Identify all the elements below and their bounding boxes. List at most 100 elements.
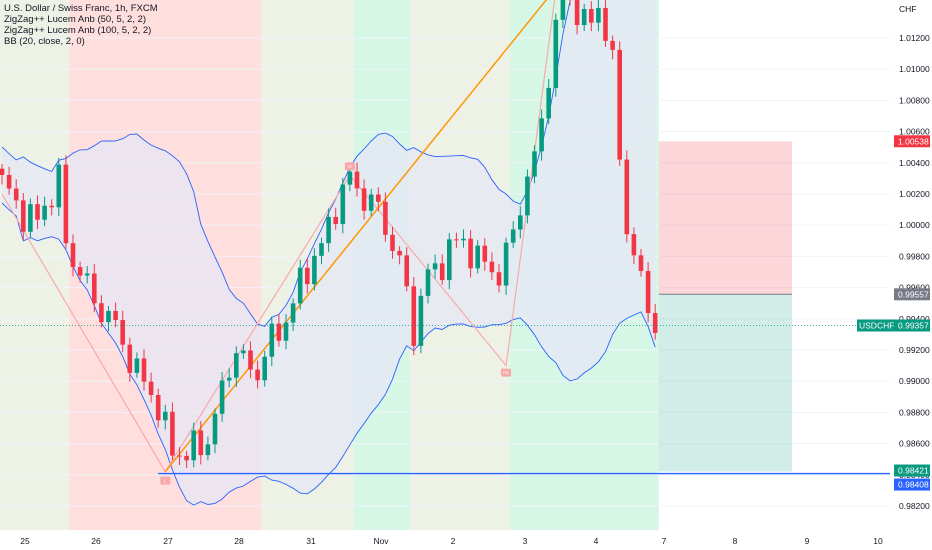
time-tick-label: 9 bbox=[805, 536, 810, 546]
price-tick-label: 0.98800 bbox=[899, 407, 930, 417]
candle-body bbox=[28, 204, 33, 232]
candle bbox=[141, 349, 147, 391]
legend-indicator-zigzag-50: ZigZag++ Lucem Anb (50, 5, 2, 2) bbox=[4, 14, 147, 25]
candle bbox=[340, 177, 346, 234]
candle-body bbox=[518, 215, 523, 230]
legend-indicator-zigzag-100: ZigZag++ Lucem Anb (100, 5, 2, 2) bbox=[4, 25, 152, 36]
candle-body bbox=[6, 174, 12, 189]
zigzag-marker-box bbox=[501, 368, 512, 377]
candle bbox=[326, 208, 331, 252]
candle bbox=[354, 162, 360, 197]
candle bbox=[496, 264, 502, 293]
candle bbox=[269, 316, 275, 367]
candle bbox=[390, 226, 395, 259]
candle-body bbox=[99, 303, 104, 323]
candle-body bbox=[496, 272, 502, 286]
price-tick-label: 1.00000 bbox=[899, 220, 930, 230]
candle bbox=[482, 238, 488, 271]
candle-body bbox=[84, 273, 90, 276]
candle-body bbox=[319, 243, 324, 256]
price-tick-label: 1.00600 bbox=[899, 127, 930, 137]
candle-body bbox=[219, 380, 225, 414]
candle-body bbox=[63, 164, 69, 244]
candle bbox=[383, 192, 388, 242]
candle bbox=[77, 261, 83, 283]
price-badge: 0.99557 bbox=[894, 288, 930, 301]
candle bbox=[99, 295, 104, 328]
candle-body bbox=[610, 40, 615, 50]
candle bbox=[13, 179, 19, 209]
candle bbox=[454, 232, 459, 248]
legend: U.S. Dollar / Swiss Franc, 1h, FXCM ZigZ… bbox=[4, 3, 158, 47]
candle bbox=[539, 109, 544, 161]
candle-body bbox=[560, 0, 566, 20]
legend-title: U.S. Dollar / Swiss Franc, 1h, FXCM bbox=[4, 3, 158, 14]
candle bbox=[589, 1, 594, 32]
price-badge-bg bbox=[894, 135, 930, 148]
candle-body bbox=[475, 245, 480, 269]
candle-body bbox=[191, 430, 196, 461]
candle-body bbox=[120, 320, 125, 345]
candle-body bbox=[354, 171, 360, 189]
candle-body bbox=[113, 310, 118, 321]
candle-body bbox=[510, 229, 516, 243]
candle-body bbox=[383, 201, 388, 235]
candle bbox=[361, 179, 367, 220]
candle-body bbox=[127, 344, 133, 373]
candle-body bbox=[198, 430, 204, 456]
candle-body bbox=[581, 8, 587, 26]
price-tick-label: 0.99400 bbox=[899, 314, 930, 324]
candle bbox=[134, 352, 140, 378]
price-badge-bg bbox=[894, 478, 930, 491]
candle-body bbox=[170, 411, 175, 456]
candle-body bbox=[205, 444, 211, 456]
price-axis-bg bbox=[890, 0, 932, 550]
candle bbox=[297, 259, 303, 310]
candle bbox=[312, 248, 317, 291]
candle bbox=[432, 254, 438, 279]
candle bbox=[569, 0, 571, 6]
candle-body bbox=[418, 295, 424, 346]
zigzag-marker-label: H bbox=[348, 164, 351, 169]
candle bbox=[248, 341, 253, 379]
price-badge-symbol-bg bbox=[857, 319, 894, 332]
candle bbox=[92, 264, 97, 313]
price-tick-label: 0.99600 bbox=[899, 283, 930, 293]
candle bbox=[163, 404, 168, 430]
candle-body bbox=[631, 234, 637, 256]
position-risk-zone bbox=[658, 141, 792, 295]
candle bbox=[368, 188, 374, 217]
candle bbox=[397, 246, 402, 265]
price-badge: 1.00538 bbox=[894, 135, 930, 148]
candle-body bbox=[447, 239, 452, 281]
zigzag-marker-box bbox=[160, 476, 171, 485]
price-badge: 0.98408 bbox=[894, 478, 930, 491]
candle-body bbox=[326, 216, 331, 244]
candle bbox=[113, 302, 118, 328]
time-tick-label: 31 bbox=[306, 536, 316, 546]
candle bbox=[510, 221, 516, 249]
candle bbox=[28, 198, 33, 238]
candle bbox=[177, 447, 182, 465]
candle-body bbox=[49, 205, 54, 208]
time-tick-label: 4 bbox=[594, 536, 599, 546]
time-axis: 25 26 27 28 31 Nov 2 3 4 7 8 9 10 bbox=[0, 530, 932, 550]
candle bbox=[21, 192, 26, 241]
candle bbox=[624, 150, 630, 243]
candle bbox=[404, 247, 409, 292]
candle bbox=[191, 422, 196, 468]
zigzag-50-line bbox=[164, 0, 548, 473]
candle bbox=[489, 252, 495, 281]
candle-body bbox=[617, 49, 622, 160]
candle bbox=[184, 450, 189, 469]
time-tick-label: 3 bbox=[523, 536, 528, 546]
candle bbox=[276, 314, 282, 347]
candle bbox=[241, 344, 246, 359]
candle bbox=[226, 368, 232, 388]
bb-fill bbox=[2, 0, 656, 506]
candle-body bbox=[333, 216, 338, 224]
candle bbox=[283, 314, 289, 350]
candle bbox=[319, 237, 324, 265]
